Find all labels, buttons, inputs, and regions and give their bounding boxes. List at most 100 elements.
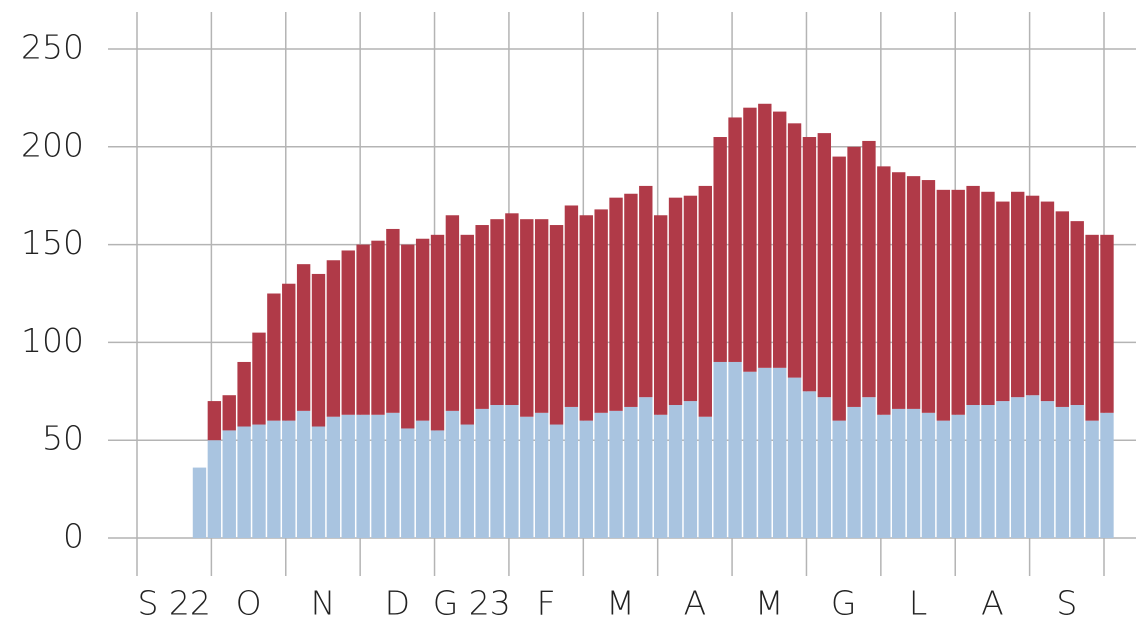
bar-segment bbox=[415, 420, 430, 538]
bar-segment bbox=[534, 219, 549, 413]
x-tick-label: D bbox=[385, 584, 410, 623]
bar-segment bbox=[237, 426, 251, 538]
bar-segment bbox=[668, 404, 683, 538]
x-tick-label: M bbox=[606, 584, 634, 623]
bar-segment bbox=[1085, 234, 1099, 421]
bar-segment bbox=[594, 209, 608, 413]
x-tick-label: S bbox=[1056, 584, 1077, 623]
bar-segment bbox=[877, 166, 891, 415]
bar-segment bbox=[936, 189, 951, 421]
bar-segment bbox=[698, 185, 712, 417]
bar-segment bbox=[371, 240, 385, 415]
bar-segment bbox=[936, 420, 951, 538]
bar-segment bbox=[1100, 412, 1114, 538]
bar-segment bbox=[683, 195, 698, 402]
y-tick-label: 150 bbox=[21, 223, 84, 262]
bar-segment bbox=[564, 406, 579, 538]
x-tick-label: G 23 bbox=[433, 584, 511, 623]
bar-segment bbox=[668, 197, 683, 405]
bar-segment bbox=[192, 467, 207, 538]
bar-segment bbox=[1100, 234, 1114, 413]
bar-segment bbox=[222, 430, 236, 538]
bar-segment bbox=[996, 201, 1010, 402]
bar-segment bbox=[564, 205, 579, 407]
bar-segment bbox=[921, 180, 936, 413]
bar-segment bbox=[341, 414, 355, 538]
bar-segment bbox=[847, 406, 861, 538]
bar-segment bbox=[371, 414, 385, 538]
bar-segment bbox=[802, 391, 817, 538]
bar-segment bbox=[832, 156, 846, 421]
x-tick-label: A bbox=[981, 584, 1004, 623]
x-tick-label: G bbox=[831, 584, 857, 623]
bar-segment bbox=[594, 412, 608, 538]
bar-segment bbox=[921, 412, 936, 538]
bar-segment bbox=[787, 123, 802, 378]
bar-segment bbox=[252, 424, 266, 538]
bar-segment bbox=[207, 401, 222, 441]
bar-segment bbox=[802, 137, 817, 392]
bar-segment bbox=[490, 404, 504, 538]
bar-segment bbox=[1025, 195, 1040, 396]
bar-segment bbox=[401, 244, 415, 429]
bar-segment bbox=[460, 424, 474, 538]
bar-segment bbox=[877, 414, 891, 538]
bar-segment bbox=[832, 420, 846, 538]
bar-segment bbox=[787, 377, 802, 538]
bar-segment bbox=[1011, 191, 1025, 398]
bar-segment bbox=[282, 420, 296, 538]
x-tick-label: N bbox=[311, 584, 336, 623]
bar-segment bbox=[549, 424, 564, 538]
bar-segment bbox=[549, 225, 564, 425]
bar-segment bbox=[906, 408, 921, 538]
bar-segment bbox=[639, 397, 653, 538]
bar-segment bbox=[460, 234, 474, 425]
bar-segment bbox=[1011, 397, 1025, 538]
bar-segment bbox=[579, 215, 593, 421]
bar-segment bbox=[817, 397, 832, 538]
bar-segment bbox=[609, 410, 623, 538]
bar-segment bbox=[1085, 420, 1099, 538]
bar-segment bbox=[728, 117, 742, 362]
bar-segment bbox=[758, 367, 772, 538]
bar-segment bbox=[430, 234, 445, 431]
bar-segment bbox=[579, 420, 593, 538]
bar-segment bbox=[296, 410, 311, 538]
bar-segment bbox=[609, 197, 623, 411]
bar-segment bbox=[698, 416, 712, 538]
x-tick-label: A bbox=[684, 584, 707, 623]
x-tick-label: M bbox=[755, 584, 783, 623]
bar-segment bbox=[534, 412, 549, 538]
bar-segment bbox=[1040, 401, 1055, 538]
bar-segment bbox=[1040, 201, 1055, 402]
bar-segment bbox=[981, 404, 995, 538]
bar-segment bbox=[1070, 404, 1084, 538]
bar-segment bbox=[966, 185, 980, 405]
bar-segment bbox=[252, 332, 266, 425]
bar-segment bbox=[772, 111, 787, 368]
bar-segment bbox=[639, 185, 653, 398]
bar-segment bbox=[401, 428, 415, 538]
bar-segment bbox=[1055, 211, 1070, 407]
bar-segment bbox=[267, 420, 281, 538]
bar-segment bbox=[445, 410, 460, 538]
bar-segment bbox=[892, 172, 906, 409]
bar-segment bbox=[743, 371, 757, 538]
bar-segment bbox=[326, 416, 341, 538]
bar-segment bbox=[326, 260, 341, 417]
bar-segment bbox=[653, 414, 668, 538]
bar-segment bbox=[415, 238, 430, 421]
bar-segment bbox=[981, 191, 995, 405]
bar-segment bbox=[356, 244, 370, 415]
bar-segment bbox=[1025, 395, 1040, 538]
bar-segment bbox=[847, 146, 861, 407]
bar-segment bbox=[520, 219, 534, 417]
bar-segment bbox=[951, 414, 965, 538]
bar-segment bbox=[445, 215, 460, 411]
bar-segment bbox=[951, 189, 965, 415]
bar-segment bbox=[505, 213, 519, 405]
x-tick-label: F bbox=[537, 584, 556, 623]
bar-segment bbox=[996, 401, 1010, 538]
bar-segment bbox=[743, 107, 757, 372]
bar-segment bbox=[728, 361, 742, 538]
